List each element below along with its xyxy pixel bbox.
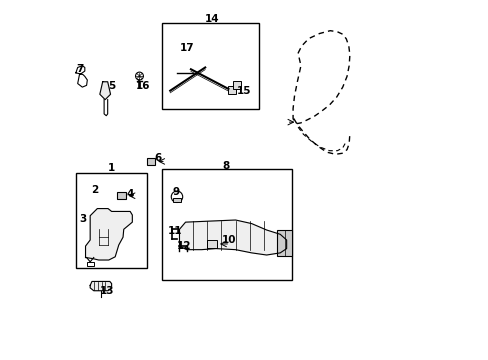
Text: 6: 6 (154, 153, 162, 163)
Text: 4: 4 (126, 189, 134, 199)
Text: 5: 5 (108, 81, 115, 91)
Text: 13: 13 (100, 287, 114, 296)
Text: 17: 17 (179, 43, 194, 53)
Polygon shape (85, 208, 132, 260)
Bar (147, 158, 155, 165)
Text: 2: 2 (91, 185, 99, 195)
Polygon shape (100, 82, 110, 100)
Bar (162, 169, 291, 280)
Text: 12: 12 (176, 242, 191, 251)
Bar (162, 23, 258, 109)
Text: 3: 3 (79, 214, 86, 224)
Text: 14: 14 (204, 14, 219, 24)
Bar (277, 230, 291, 256)
Bar (76, 173, 147, 267)
Bar (116, 192, 125, 199)
Text: 15: 15 (237, 86, 251, 96)
Polygon shape (90, 282, 111, 291)
Polygon shape (179, 220, 286, 255)
Text: 9: 9 (172, 187, 179, 197)
Bar (227, 86, 236, 94)
Bar (86, 262, 94, 266)
Text: 7: 7 (76, 64, 83, 74)
Text: 10: 10 (221, 235, 236, 245)
Text: 16: 16 (136, 81, 150, 91)
Text: 8: 8 (222, 161, 229, 171)
Text: 11: 11 (167, 226, 182, 237)
Bar (233, 81, 241, 89)
Text: 1: 1 (108, 163, 115, 173)
Bar (173, 198, 181, 202)
Bar (206, 240, 217, 248)
